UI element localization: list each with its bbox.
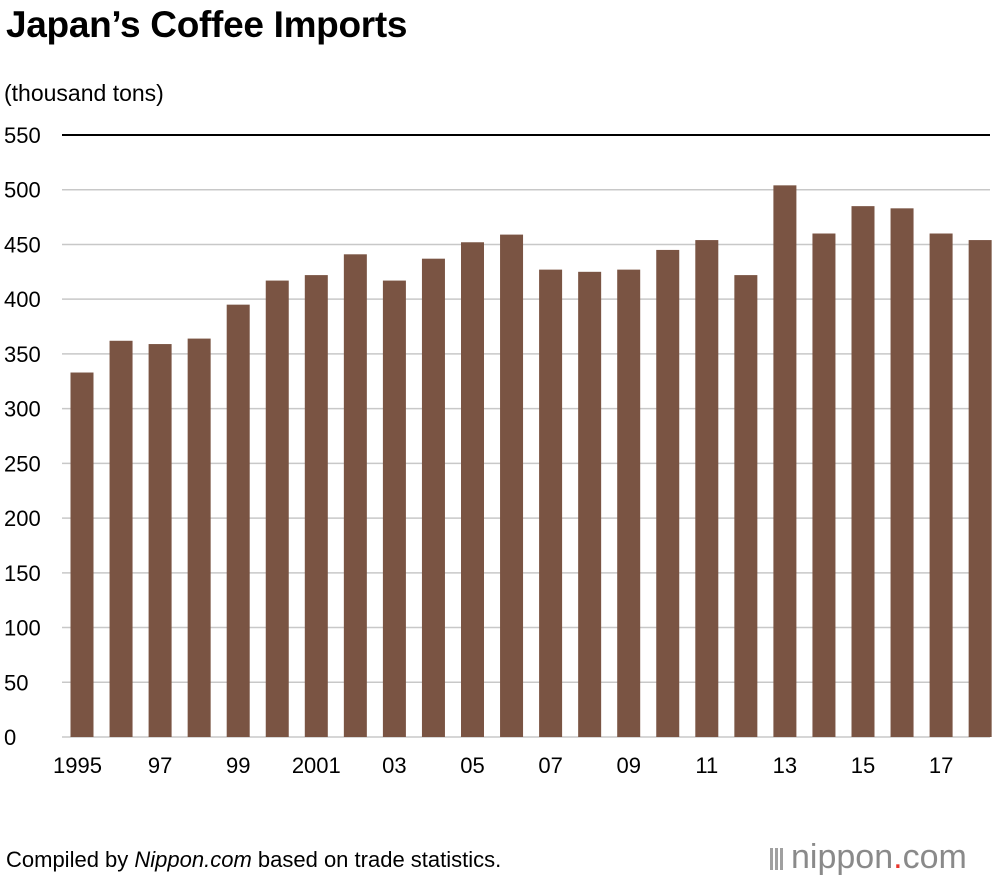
bar-2004 [421,258,445,737]
y-tick-label: 150 [4,561,41,586]
source-site: Nippon.com [134,847,252,872]
bar-1996 [109,340,133,737]
x-tick-label: 09 [616,753,640,778]
bar-2016 [890,208,914,738]
source-prefix: Compiled by [6,847,135,872]
y-tick-label: 400 [4,287,41,312]
x-axis-ticks: 1995 97 99 2001 03 05 07 09 11 13 15 17 [53,753,953,778]
y-axis-unit-label: (thousand tons) [4,80,164,106]
bar-1995 [70,372,94,737]
bar-2002 [343,254,367,737]
x-tick-label: 15 [851,753,875,778]
bar-2015 [851,206,875,738]
logo-name: nippon [791,838,894,876]
bar-2014 [812,233,836,737]
bar-2006 [500,234,524,737]
bar-2003 [382,280,406,737]
y-tick-label: 300 [4,397,41,422]
x-tick-label: 11 [695,753,718,778]
x-tick-label: 97 [148,753,172,778]
x-tick-label: 17 [929,753,953,778]
chart-title: Japan’s Coffee Imports [6,4,408,45]
bar-2017 [929,233,953,737]
logo-bars-icon [770,838,785,877]
x-tick-label: 2001 [292,753,341,778]
bar-2009 [617,269,641,737]
x-tick-label: 07 [538,753,562,778]
y-tick-label: 0 [4,725,16,750]
bars [70,185,992,738]
bar-2010 [656,249,680,737]
y-tick-label: 250 [4,451,41,476]
source-suffix: based on trade statistics. [251,847,502,872]
x-tick-label: 03 [382,753,406,778]
bar-2013 [773,185,797,737]
bar-2007 [539,269,563,737]
x-tick-label: 05 [460,753,484,778]
y-axis-ticks: 0 50 100 150 200 250 300 350 400 450 500 550 [4,123,41,750]
bar-2001 [304,275,328,737]
bar-2000 [265,280,289,737]
bar-1998 [187,338,211,737]
bar-2018 [968,240,992,738]
x-tick-label: 1995 [53,753,102,778]
logo-tld: com [902,838,967,876]
y-tick-label: 200 [4,506,41,531]
y-tick-label: 350 [4,342,41,367]
bar-1997 [148,344,172,737]
source-note: Compiled by Nippon.com based on trade st… [6,847,501,873]
logo-dot: . [893,838,903,876]
y-tick-label: 500 [4,178,41,203]
y-tick-label: 50 [4,670,28,695]
y-tick-label: 100 [4,616,41,641]
nippon-logo: nippon.com [770,838,967,877]
y-tick-label: 550 [4,123,41,148]
x-tick-label: 13 [773,753,797,778]
bar-2011 [695,240,719,738]
y-tick-label: 450 [4,232,41,257]
x-tick-label: 99 [226,753,250,778]
bar-2012 [734,275,758,737]
bar-2008 [578,271,602,737]
bar-1999 [226,304,250,737]
bar-2005 [461,242,484,738]
